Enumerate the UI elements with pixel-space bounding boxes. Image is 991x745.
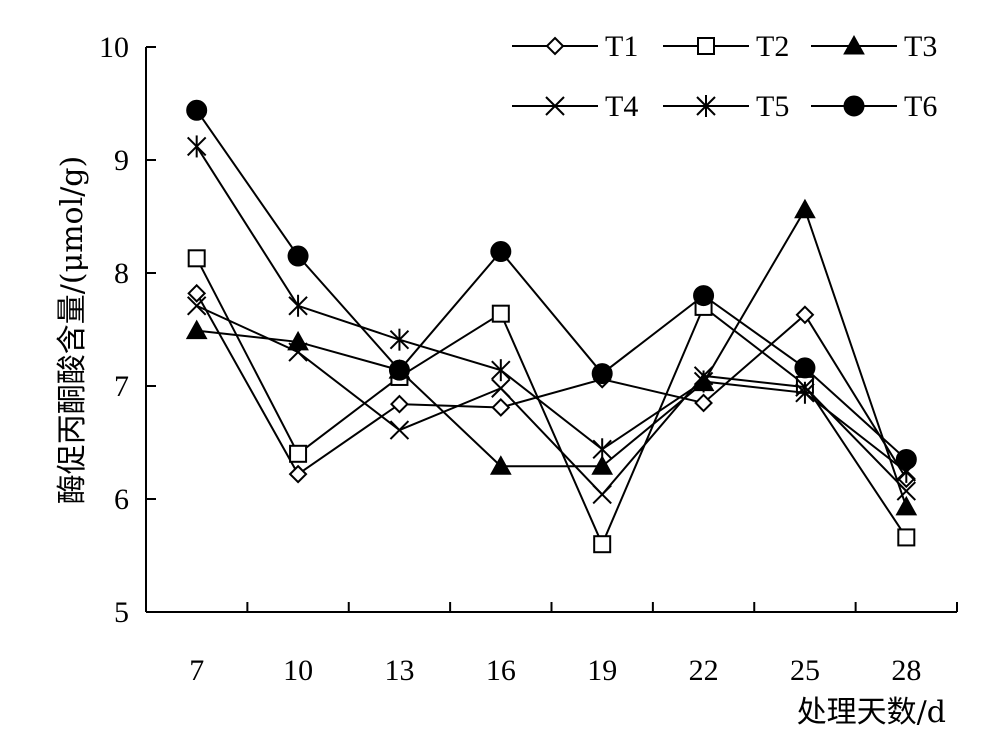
data-point-T6 xyxy=(186,99,208,121)
data-point-T6 xyxy=(490,241,512,263)
data-point-T5 xyxy=(795,381,815,404)
y-tick-label: 10 xyxy=(99,31,129,64)
legend-label: T5 xyxy=(756,90,789,123)
x-tick-label: 16 xyxy=(486,654,516,687)
axes: 5 6 7 8 9 10 7 10 13 16 19 22 25 28 xyxy=(99,31,958,687)
y-tick-label: 5 xyxy=(114,596,129,629)
legend-label: T2 xyxy=(756,30,789,63)
series-line-T6 xyxy=(195,109,907,461)
series-line-T4 xyxy=(196,304,908,496)
y-tick-label: 8 xyxy=(114,257,129,290)
data-point-T5 xyxy=(592,438,612,461)
data-point-T5 xyxy=(693,370,714,393)
legend-item-T5: T5 xyxy=(663,90,789,123)
data-point-T5 xyxy=(288,294,308,317)
legend-label: T1 xyxy=(605,30,638,63)
x-tick-label: 28 xyxy=(891,654,921,687)
data-point-T1 xyxy=(694,393,713,413)
data-point-T4 xyxy=(389,420,410,440)
data-point-T6 xyxy=(591,363,613,385)
series-line-T1 xyxy=(195,292,908,480)
legend-label: T3 xyxy=(904,30,937,63)
data-point-T1 xyxy=(390,394,409,414)
data-point-T4 xyxy=(896,481,917,501)
data-point-T2 xyxy=(897,528,916,547)
data-point-T4 xyxy=(592,484,612,505)
data-point-T3 xyxy=(185,319,208,340)
data-point-T6 xyxy=(794,357,816,379)
data-point-T5 xyxy=(186,135,207,158)
data-point-T5 xyxy=(491,359,511,382)
x-tick-label: 25 xyxy=(790,654,820,687)
legend: T1 T2 T3 T4 T5 T6 xyxy=(512,30,937,123)
x-tick-label: 13 xyxy=(384,654,414,687)
series-T5 xyxy=(186,135,917,483)
data-point-T2 xyxy=(491,304,510,323)
data-point-T4 xyxy=(491,378,511,398)
data-point-T3 xyxy=(895,495,918,516)
legend-item-T2: T2 xyxy=(663,30,789,63)
series-T6 xyxy=(186,99,917,470)
series-line-T5 xyxy=(195,145,907,473)
data-point-T2 xyxy=(593,535,612,554)
data-point-T1 xyxy=(187,283,207,303)
y-tick-label: 9 xyxy=(114,144,129,177)
x-tick-label: 19 xyxy=(587,654,617,687)
data-point-T6 xyxy=(693,285,715,307)
series-line-T2 xyxy=(195,257,908,547)
y-tick-label: 7 xyxy=(114,370,129,403)
series-line-T3 xyxy=(196,207,908,508)
data-point-T3 xyxy=(794,198,816,219)
legend-label: T4 xyxy=(605,90,638,123)
legend-item-T1: T1 xyxy=(512,30,638,63)
x-axis-title: 处理天数/d xyxy=(797,695,946,730)
data-point-T2 xyxy=(187,249,206,268)
x-tick-label: 10 xyxy=(283,654,313,687)
legend-item-T6: T6 xyxy=(811,90,937,123)
data-point-T3 xyxy=(591,455,614,475)
data-point-T6 xyxy=(388,359,410,381)
legend-label: T6 xyxy=(904,90,937,123)
y-axis-title: 酶促丙酮酸含量/(μmol/g) xyxy=(55,156,90,504)
data-point-T3 xyxy=(287,330,309,351)
data-point-T1 xyxy=(288,464,308,484)
plot-area xyxy=(185,99,918,554)
legend-item-T3: T3 xyxy=(811,30,937,63)
data-point-T3 xyxy=(489,455,512,475)
x-tick-label: 22 xyxy=(689,654,719,687)
data-point-T5 xyxy=(389,328,410,351)
data-point-T1 xyxy=(491,398,511,417)
y-tick-label: 6 xyxy=(114,483,129,516)
data-point-T1 xyxy=(795,305,815,325)
data-point-T4 xyxy=(288,342,308,362)
data-point-T6 xyxy=(287,245,309,267)
x-tick-label: 7 xyxy=(189,654,204,687)
legend-item-T4: T4 xyxy=(512,90,638,123)
data-point-T6 xyxy=(895,448,917,470)
data-point-T2 xyxy=(289,444,308,463)
data-point-T4 xyxy=(186,296,207,316)
